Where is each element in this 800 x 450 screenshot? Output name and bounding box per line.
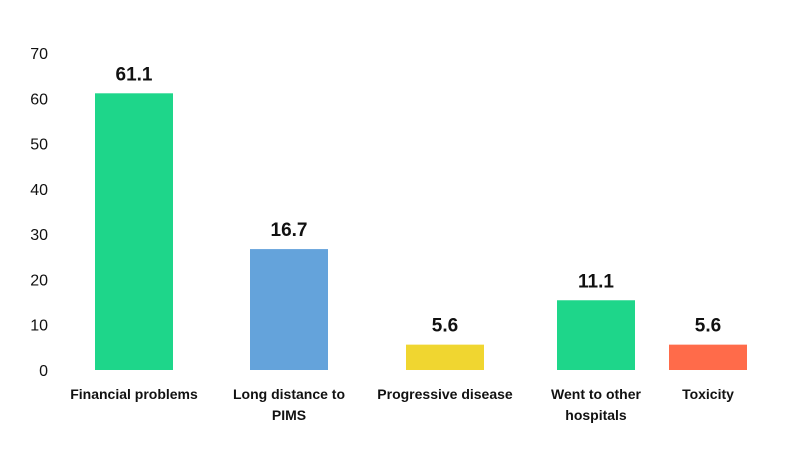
x-category-label: PIMS bbox=[272, 407, 306, 423]
y-tick-label: 70 bbox=[30, 46, 48, 63]
x-category-label: Went to other bbox=[551, 386, 642, 402]
bar-value-label: 16.7 bbox=[271, 220, 308, 241]
x-category-label: Long distance to bbox=[233, 386, 345, 402]
x-category-label: Financial problems bbox=[70, 386, 198, 402]
y-tick-label: 10 bbox=[30, 318, 48, 335]
y-tick-label: 30 bbox=[30, 227, 48, 244]
y-tick-label: 60 bbox=[30, 91, 48, 108]
y-axis: 0 10 20 30 40 50 60 70 bbox=[30, 46, 48, 380]
y-tick-label: 20 bbox=[30, 272, 48, 289]
bar-value-label: 11.1 bbox=[578, 271, 614, 292]
bar-value-label: 61.1 bbox=[116, 64, 153, 85]
x-category-label: Progressive disease bbox=[377, 386, 513, 402]
bars bbox=[95, 93, 747, 370]
bar bbox=[95, 93, 173, 370]
bar bbox=[669, 345, 747, 370]
y-tick-label: 0 bbox=[39, 363, 48, 380]
x-category-label: Toxicity bbox=[682, 386, 734, 402]
value-labels: 61.1 16.7 5.6 11.1 5.6 bbox=[116, 64, 722, 336]
bar bbox=[250, 249, 328, 370]
x-axis: Financial problems Long distance to PIMS Pr… bbox=[70, 386, 734, 423]
bar bbox=[557, 300, 635, 370]
bar bbox=[406, 345, 484, 370]
y-tick-label: 40 bbox=[30, 182, 48, 199]
bar-value-label: 5.6 bbox=[432, 316, 458, 337]
x-category-label: hospitals bbox=[565, 407, 627, 423]
bar-value-label: 5.6 bbox=[695, 316, 721, 337]
y-tick-label: 50 bbox=[30, 137, 48, 154]
